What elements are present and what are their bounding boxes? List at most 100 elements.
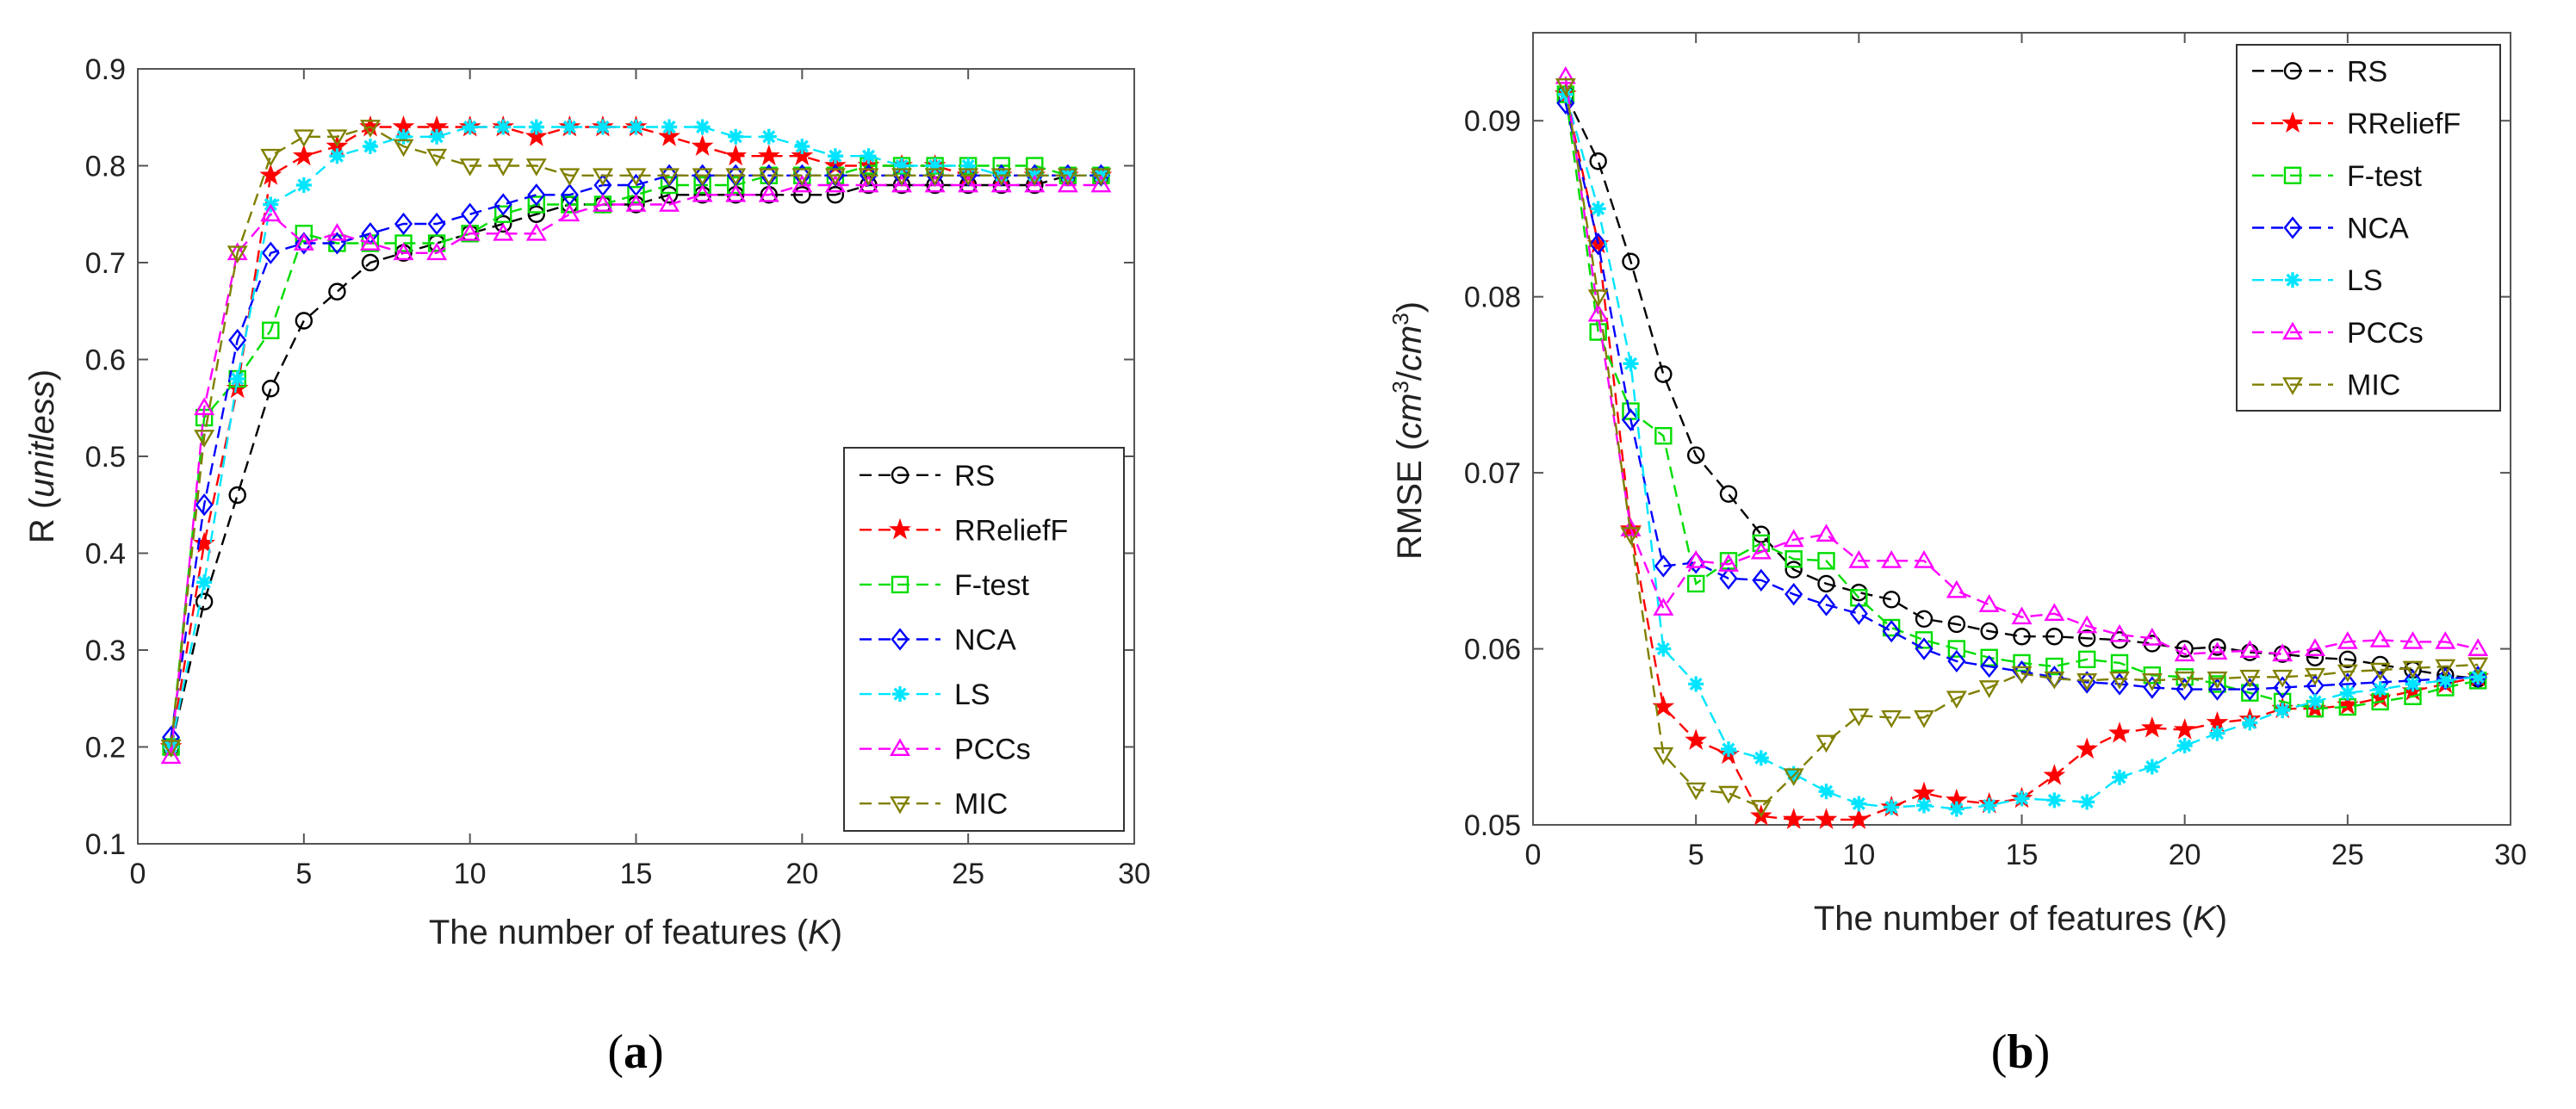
data-point-ls-a (362, 139, 378, 154)
data-point-mic-b (1783, 768, 1804, 787)
chart-panel-b: 0 5 10 15 20 25 30 0.05 0.06 0.07 0.08 0.09 The num… (1387, 32, 2527, 1079)
data-point-pccs-b (1587, 303, 1609, 322)
data-point-ls-b (1916, 797, 1932, 814)
data-point-f-test-b (1785, 550, 1803, 568)
data-point-mic-a (858, 168, 879, 187)
data-point-ls-a (329, 148, 345, 164)
data-point-pccs-b (2305, 638, 2325, 656)
data-point-rs-b (1785, 561, 1803, 579)
data-point-pccs-a (559, 203, 580, 222)
data-point-rrelieff-a (691, 134, 714, 156)
data-point-pccs-b (2011, 606, 2033, 625)
data-point-ls-a (694, 119, 711, 135)
data-point-nca-b (1980, 654, 1999, 678)
x-tick-label-a: 30 (1118, 858, 1151, 890)
data-point-mic-a (426, 148, 448, 167)
series-mic-b (1555, 77, 2489, 818)
data-point-rrelieff-a (791, 144, 814, 166)
legend-marker-nca-b (2283, 216, 2302, 239)
data-point-rrelieff-a (525, 125, 548, 146)
data-point-ls-a (295, 177, 312, 193)
x-tick-label-b: 30 (2494, 839, 2527, 871)
data-point-nca-b (1816, 593, 1836, 616)
data-point-mic-a (725, 168, 747, 187)
data-point-nca-b (1849, 602, 1868, 625)
data-point-rs-b (1589, 152, 1607, 170)
data-point-mic-b (2076, 672, 2098, 691)
data-point-rs-b (2045, 628, 2064, 646)
data-point-mic-a (459, 158, 481, 177)
series-line-rs-b (1564, 94, 2479, 680)
data-point-mic-b (1946, 691, 1967, 709)
data-point-pccs-a (426, 242, 448, 261)
data-point-rrelieff-a (757, 144, 780, 166)
data-point-ls-b (2242, 715, 2258, 731)
data-point-rs-a (195, 592, 214, 610)
data-point-mic-a (1024, 168, 1046, 187)
data-point-pccs-a (1057, 174, 1078, 193)
data-point-nca-b (2207, 678, 2227, 701)
series-pccs-b (1555, 65, 2489, 662)
data-point-mic-b (1620, 527, 1642, 545)
data-point-ls-a (827, 148, 843, 164)
legend-label-rrelieff-b: RReliefF (2347, 108, 2461, 140)
data-point-nca-b (2240, 678, 2259, 701)
data-point-ls-a (628, 119, 644, 135)
data-point-pccs-b (2174, 643, 2195, 662)
data-point-rs-b (1882, 591, 1901, 609)
data-point-nca-b (1589, 232, 1608, 256)
series-group-a (159, 115, 1113, 765)
data-point-pccs-a (924, 174, 946, 193)
data-point-mic-b (1978, 680, 2000, 698)
data-point-ls-b (2372, 681, 2388, 697)
data-point-rs-b (1622, 252, 1640, 270)
data-point-rrelieff-b (1847, 808, 1871, 829)
y-tick-label-a: 0.9 (85, 53, 126, 86)
data-point-pccs-a (359, 232, 381, 251)
data-point-mic-b (1587, 289, 1609, 307)
data-point-mic-b (2272, 669, 2294, 688)
legend-entry-ls-b: LS (2252, 264, 2383, 297)
legend-label-nca-a: NCA (954, 624, 1016, 657)
legend-entry-f-test-b: F-test (2252, 160, 2422, 193)
data-point-rs-a (660, 186, 679, 204)
y-tick-label-a: 0.4 (85, 538, 126, 571)
data-point-mic-a (692, 168, 713, 187)
y-tick-label-a: 0.5 (85, 441, 126, 474)
data-point-f-test-b (1686, 574, 1705, 593)
data-point-f-test-b (2045, 657, 2064, 676)
data-point-pccs-b (2337, 631, 2358, 649)
x-tick-label-a: 0 (130, 858, 146, 890)
y-tick-label-b: 0.05 (1464, 809, 1521, 842)
data-point-ls-b (1884, 799, 1900, 815)
data-point-mic-b (2239, 669, 2261, 688)
data-point-mic-a (958, 168, 979, 187)
series-mic-a (160, 120, 1112, 758)
data-point-mic-b (1718, 785, 1739, 804)
axis-ticks-b: 0 5 10 15 20 25 30 0.05 0.06 0.07 0.08 0.09 (1464, 33, 2527, 871)
legend-entry-nca-a: NCA (860, 624, 1016, 657)
data-point-ls-b (2405, 676, 2421, 692)
data-point-rs-b (2077, 629, 2096, 647)
data-point-mic-a (559, 168, 580, 187)
x-tick-label-b: 15 (2006, 839, 2039, 871)
data-point-mic-a (293, 129, 314, 148)
x-tick-label-b: 5 (1688, 839, 1704, 871)
data-point-rs-a (494, 214, 512, 233)
data-point-mic-a (326, 129, 348, 148)
data-point-mic-b (1685, 782, 1707, 801)
x-axis-label-b: The number of features (K) (1814, 900, 2227, 938)
data-point-mic-b (2467, 657, 2489, 676)
data-point-ls-a (495, 119, 512, 135)
data-point-ls-b (1688, 676, 1704, 692)
data-point-mic-b (2011, 666, 2033, 685)
data-point-rs-b (1654, 365, 1673, 383)
data-point-nca-b (1785, 583, 1803, 606)
data-point-rs-a (228, 486, 246, 505)
data-point-mic-a (194, 430, 215, 448)
data-point-f-test-b (2077, 650, 2096, 669)
legend-label-f-test-b: F-test (2347, 160, 2422, 193)
legend-entry-rs-b: RS (2252, 55, 2387, 88)
data-point-ls-b (1590, 201, 1606, 217)
data-point-mic-b (2369, 662, 2391, 681)
